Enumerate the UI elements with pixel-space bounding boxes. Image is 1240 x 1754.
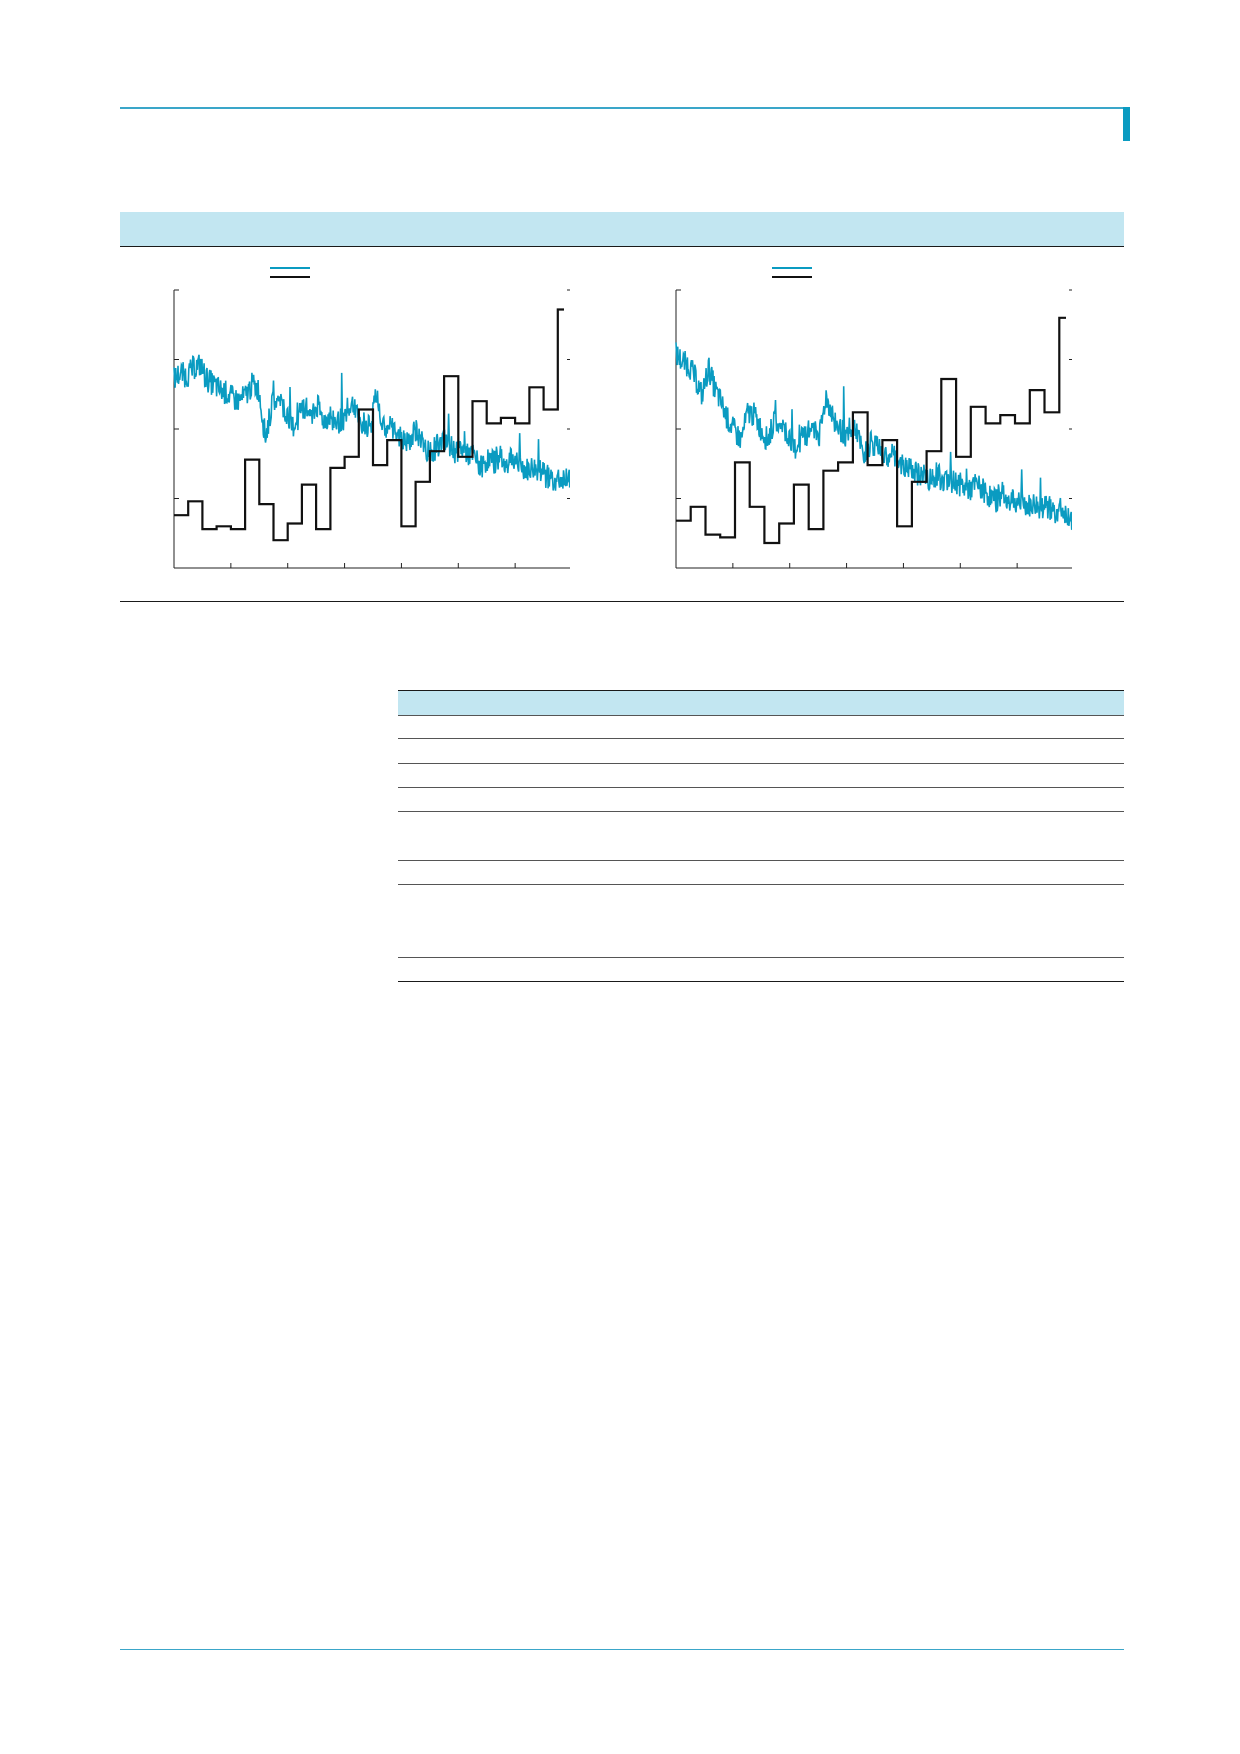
table-row xyxy=(398,715,1124,738)
table-row xyxy=(398,763,1124,787)
series-step-line xyxy=(676,316,1066,545)
chart-left-svg xyxy=(173,267,570,569)
table-header xyxy=(398,690,1124,715)
table-row xyxy=(398,811,1124,860)
header-rule xyxy=(120,107,1124,109)
table-row xyxy=(398,787,1124,811)
figure-bottom-rule xyxy=(120,601,1124,602)
table-row xyxy=(398,738,1124,763)
chart-right xyxy=(632,262,1072,582)
series-noisy-line xyxy=(675,342,1072,531)
chart-left xyxy=(130,262,570,582)
figure-caption-band xyxy=(120,212,1124,247)
chart-right-svg xyxy=(675,267,1072,569)
table-row xyxy=(398,884,1124,957)
footer-rule xyxy=(120,1649,1124,1650)
table-row xyxy=(398,860,1124,884)
section-marker xyxy=(1123,107,1130,141)
table-row xyxy=(398,957,1124,982)
data-table xyxy=(398,690,1124,982)
series-step-line xyxy=(174,308,564,542)
series-noisy-line xyxy=(173,354,570,491)
